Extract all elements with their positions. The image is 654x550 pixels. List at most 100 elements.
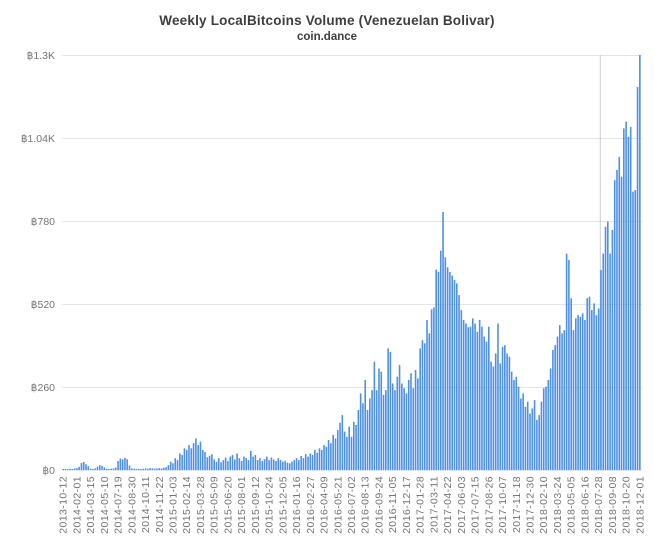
bar[interactable] (320, 449, 323, 470)
bar[interactable] (247, 460, 250, 470)
bar[interactable] (542, 388, 545, 470)
bar[interactable] (636, 86, 639, 471)
bar[interactable] (172, 463, 174, 470)
bar[interactable] (366, 409, 369, 470)
bar[interactable] (355, 424, 357, 470)
bar[interactable] (352, 421, 355, 470)
bar[interactable] (346, 436, 348, 470)
bar[interactable] (556, 336, 559, 470)
bar[interactable] (131, 468, 133, 470)
bar[interactable] (577, 315, 579, 470)
bar[interactable] (552, 349, 554, 470)
bar[interactable] (437, 271, 440, 470)
bar[interactable] (584, 319, 586, 470)
bar[interactable] (467, 327, 470, 470)
bar[interactable] (215, 461, 218, 470)
bar[interactable] (558, 325, 561, 470)
bar[interactable] (357, 409, 360, 470)
bar[interactable] (252, 456, 254, 470)
bar[interactable] (336, 430, 339, 470)
bar[interactable] (199, 441, 202, 470)
bar[interactable] (568, 259, 570, 470)
bar[interactable] (332, 434, 334, 470)
bar[interactable] (311, 455, 314, 470)
bar[interactable] (307, 456, 309, 470)
bar[interactable] (483, 336, 486, 470)
bar[interactable] (458, 295, 460, 470)
bar[interactable] (128, 465, 131, 470)
bar[interactable] (426, 319, 428, 470)
bar[interactable] (561, 333, 563, 470)
bar[interactable] (387, 348, 389, 470)
bar[interactable] (151, 468, 154, 470)
bar[interactable] (96, 466, 99, 470)
bar[interactable] (412, 388, 415, 470)
bar[interactable] (213, 459, 215, 470)
bar[interactable] (135, 469, 138, 470)
bar[interactable] (240, 461, 243, 470)
bar[interactable] (623, 128, 625, 471)
bar[interactable] (112, 468, 115, 470)
bar[interactable] (197, 445, 199, 470)
bar[interactable] (64, 469, 67, 470)
bar[interactable] (181, 455, 183, 470)
bar[interactable] (62, 469, 64, 470)
bar[interactable] (428, 333, 431, 470)
bar[interactable] (620, 176, 623, 470)
bar[interactable] (460, 310, 463, 470)
bar[interactable] (476, 331, 479, 470)
bar[interactable] (94, 468, 96, 470)
bar[interactable] (421, 340, 424, 470)
bar[interactable] (369, 398, 371, 470)
bar[interactable] (430, 309, 433, 470)
bar[interactable] (208, 455, 211, 470)
bar[interactable] (565, 253, 568, 470)
bar[interactable] (142, 468, 145, 470)
bar[interactable] (522, 393, 524, 470)
bar[interactable] (529, 413, 531, 471)
bar[interactable] (286, 462, 289, 470)
bar[interactable] (192, 443, 195, 470)
bar[interactable] (449, 272, 451, 470)
bar[interactable] (391, 383, 394, 470)
bar[interactable] (87, 466, 90, 470)
bar[interactable] (439, 250, 442, 470)
bar[interactable] (185, 449, 188, 470)
bar[interactable] (634, 190, 637, 470)
bar[interactable] (231, 455, 234, 470)
bar[interactable] (220, 462, 222, 470)
bar[interactable] (229, 456, 232, 470)
bar[interactable] (183, 448, 186, 470)
bar[interactable] (89, 468, 92, 470)
bar[interactable] (156, 468, 158, 470)
bar[interactable] (407, 379, 410, 470)
bar[interactable] (78, 466, 80, 470)
bar[interactable] (497, 323, 499, 470)
bar[interactable] (105, 468, 108, 470)
bar[interactable] (179, 453, 181, 470)
bar[interactable] (284, 460, 286, 470)
bar[interactable] (233, 459, 236, 470)
bar[interactable] (201, 449, 204, 470)
bar[interactable] (92, 469, 94, 470)
bar[interactable] (282, 461, 284, 470)
bar[interactable] (121, 459, 124, 470)
bar[interactable] (394, 390, 396, 470)
bar[interactable] (300, 455, 302, 470)
bar[interactable] (160, 468, 163, 470)
bar[interactable] (275, 461, 277, 470)
bar[interactable] (545, 386, 547, 470)
bar[interactable] (325, 446, 328, 470)
bar[interactable] (82, 462, 85, 470)
bar[interactable] (469, 326, 472, 470)
bar[interactable] (524, 406, 527, 470)
bar[interactable] (343, 431, 346, 470)
bar[interactable] (616, 169, 618, 471)
bar[interactable] (327, 439, 330, 470)
bar[interactable] (163, 467, 165, 470)
bar[interactable] (211, 454, 213, 470)
bar[interactable] (494, 353, 497, 470)
bar[interactable] (465, 323, 467, 470)
bar[interactable] (277, 458, 280, 470)
bar[interactable] (611, 229, 614, 470)
